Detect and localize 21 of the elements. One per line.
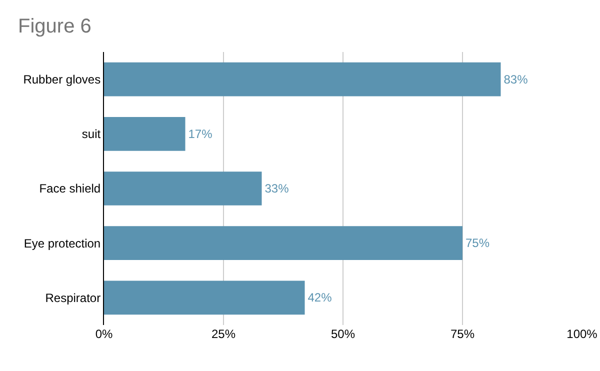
x-tick-label: 100% xyxy=(566,327,598,341)
bar xyxy=(104,116,186,151)
bar xyxy=(104,226,462,260)
y-tick-label: Respirator xyxy=(45,290,101,305)
x-tick-label: 50% xyxy=(330,327,356,341)
chart-title: Figure 6 xyxy=(18,16,92,38)
data-label: 17% xyxy=(188,126,213,141)
bar xyxy=(104,172,262,206)
y-tick-label: Face shield xyxy=(39,182,101,196)
y-tick-label: Eye protection xyxy=(24,236,101,250)
y-tick-label: Rubber gloves xyxy=(23,72,101,86)
bar xyxy=(104,62,501,96)
data-label: 42% xyxy=(308,290,332,305)
x-tick-label: 0% xyxy=(95,327,113,341)
x-tick-label: 75% xyxy=(450,327,475,341)
bar xyxy=(104,280,305,315)
y-tick-label: suit xyxy=(82,127,102,142)
data-label: 83% xyxy=(504,72,528,86)
data-label: 75% xyxy=(466,236,490,250)
x-tick-label: 25% xyxy=(211,327,236,341)
data-label: 33% xyxy=(264,182,290,196)
